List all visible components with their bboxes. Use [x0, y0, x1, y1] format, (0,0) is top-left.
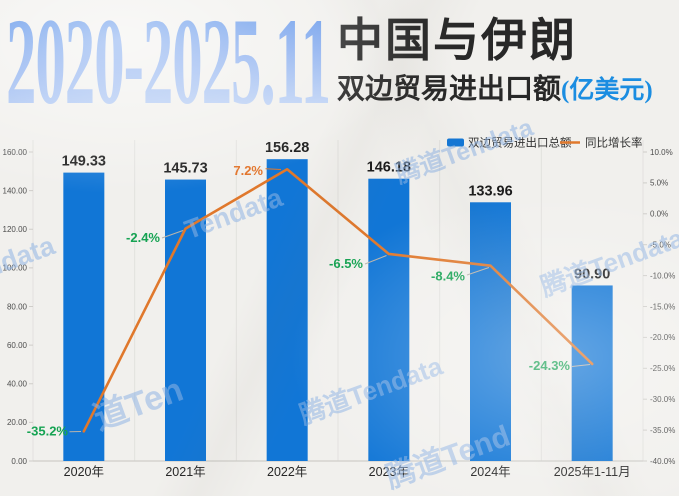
header: 2020-2025.11 中国与伊朗 双边贸易进出口额(亿美元): [0, 0, 679, 128]
main-title: 中国与伊朗: [337, 15, 577, 66]
x-axis-label: 2020年: [64, 465, 104, 479]
legend-line-label: 同比增长率: [585, 136, 643, 150]
growth-label: -8.4%: [431, 269, 465, 284]
bar-2023年: [368, 178, 410, 461]
growth-label: -24.3%: [529, 358, 571, 373]
y-axis-label-left: 20.00: [7, 418, 28, 427]
y-axis-label-left: 120.00: [3, 225, 28, 234]
title-block: 中国与伊朗 双边贸易进出口额(亿美元): [337, 15, 679, 107]
growth-label-leader: [571, 364, 591, 367]
unit-label: (亿美元): [561, 76, 653, 104]
bar-value-label: 156.28: [265, 140, 309, 156]
y-axis-label-left: 80.00: [7, 302, 28, 311]
growth-label-leader: [466, 267, 490, 276]
y-axis-label-right: -25.0%: [650, 364, 675, 373]
y-axis-label-right: -5.0%: [650, 241, 671, 250]
growth-label-leader: [161, 230, 184, 239]
y-axis-label-right: -35.0%: [650, 426, 675, 435]
x-axis-label: 2021年: [165, 465, 205, 479]
y-axis-label-left: 40.00: [7, 380, 28, 389]
x-axis-label: 2025年1-11月: [554, 465, 631, 479]
bar-2022年: [266, 159, 308, 461]
y-axis-label-left: 60.00: [7, 341, 28, 350]
bar-2021年: [165, 179, 206, 461]
growth-label: -2.4%: [126, 230, 160, 245]
y-axis-label-left: 140.00: [3, 186, 28, 195]
growth-label-leader: [364, 255, 387, 265]
y-axis-label-right: 5.0%: [650, 179, 668, 188]
x-axis-label: 2024年: [470, 465, 510, 479]
bar-2020年: [63, 172, 105, 461]
growth-label: 7.2%: [233, 163, 263, 178]
bar-value-label: 149.33: [62, 154, 106, 170]
y-axis-label-right: 10.0%: [650, 148, 673, 157]
y-axis-label-right: -40.0%: [650, 457, 675, 466]
y-axis-label-left: 0.00: [11, 457, 27, 466]
growth-label: -35.2%: [27, 424, 69, 439]
sub-title: 双边贸易进出口额(亿美元): [337, 73, 679, 107]
growth-label: -6.5%: [329, 256, 363, 271]
growth-line: [82, 168, 594, 433]
y-axis-label-left: 160.00: [3, 148, 28, 157]
x-axis-label: 2023年: [369, 465, 409, 479]
legend-bar-label: 双边贸易进出口总额: [468, 136, 572, 150]
y-axis-label-right: -10.0%: [650, 271, 675, 280]
period-title: 2020-2025.11: [6, 0, 331, 130]
bar-value-label: 90.90: [574, 266, 610, 282]
y-axis-label-right: -30.0%: [650, 395, 675, 404]
bar-2024年: [470, 202, 511, 462]
y-axis-label-right: -15.0%: [650, 302, 675, 311]
y-axis-label-right: -20.0%: [650, 333, 675, 342]
y-axis-label-left: 100.00: [3, 264, 28, 273]
trade-chart: 160.00 140.00 120.00 100.00 80.00 60.00 40.00 2…: [3, 136, 676, 480]
bar-value-label: 145.73: [163, 161, 207, 177]
growth-label-leader: [265, 168, 282, 170]
bar-2025年1-11月: [571, 285, 613, 461]
sub-title-text: 双边贸易进出口额: [337, 73, 562, 105]
bar-value-label: 146.18: [367, 160, 411, 176]
y-axis-label-right: 0.0%: [650, 210, 668, 219]
x-axis-label: 2022年: [267, 465, 307, 479]
bar-value-label: 133.96: [468, 183, 512, 199]
legend-bar-swatch: [447, 138, 464, 147]
